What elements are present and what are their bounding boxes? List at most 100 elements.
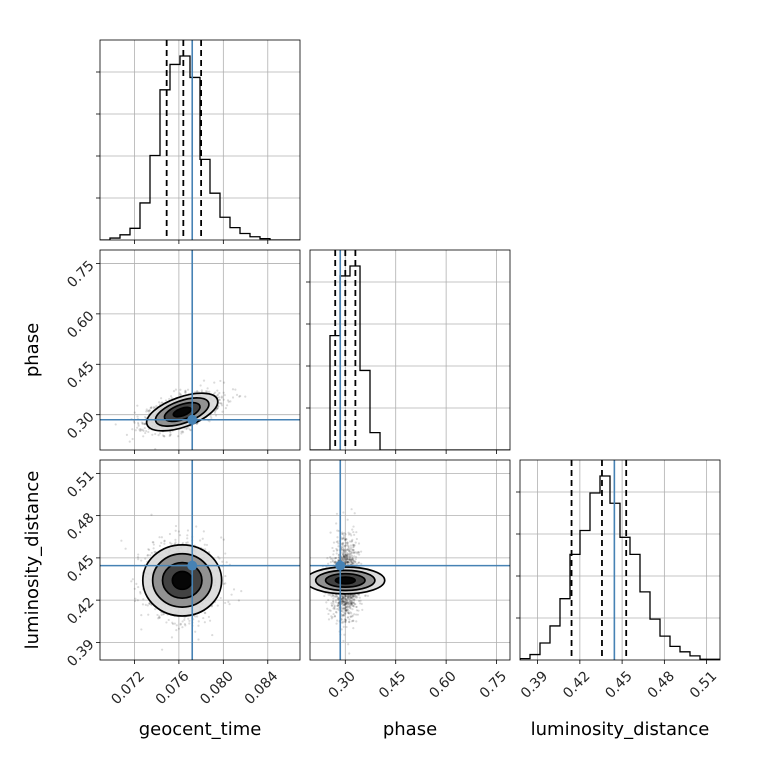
sample-point — [203, 543, 206, 546]
sample-point — [158, 432, 162, 435]
sample-point — [342, 559, 345, 562]
sample-point — [351, 594, 354, 597]
sample-point — [352, 619, 355, 622]
sample-point — [345, 625, 348, 629]
sample-point — [323, 594, 326, 598]
sample-point — [347, 602, 350, 605]
sample-point — [150, 513, 153, 516]
sample-point — [347, 547, 350, 550]
sample-point — [346, 560, 350, 563]
sample-point — [131, 578, 134, 581]
sample-point — [342, 606, 345, 610]
sample-point — [196, 615, 199, 618]
sample-point — [202, 616, 205, 620]
sample-point — [352, 543, 355, 547]
sample-point — [350, 599, 353, 602]
sample-point — [244, 395, 247, 398]
sample-point — [344, 604, 347, 607]
sample-point — [350, 620, 353, 623]
sample-point — [340, 621, 343, 624]
sample-point — [186, 541, 189, 544]
sample-point — [154, 608, 157, 611]
sample-point — [143, 423, 146, 426]
sample-point — [346, 560, 350, 564]
sample-point — [349, 558, 352, 561]
sample-point — [344, 607, 347, 610]
sample-point — [359, 602, 362, 605]
sample-point — [341, 600, 344, 603]
sample-point — [342, 596, 345, 599]
sample-point — [206, 387, 209, 390]
sample-point — [183, 616, 186, 619]
sample-point — [345, 555, 349, 559]
sample-point — [355, 609, 359, 612]
sample-point — [341, 597, 344, 601]
sample-point — [140, 559, 143, 562]
sample-point — [346, 601, 349, 604]
sample-point — [346, 548, 349, 551]
sample-point — [349, 596, 353, 599]
sample-point — [340, 597, 343, 600]
sample-point — [231, 396, 235, 399]
sample-point — [346, 542, 349, 545]
sample-point — [143, 422, 147, 425]
sample-point — [185, 427, 188, 431]
y-tick-label: 0.60 — [64, 308, 97, 341]
sample-point — [356, 551, 359, 554]
sample-point — [332, 549, 335, 553]
sample-point — [352, 562, 355, 565]
sample-point — [343, 603, 346, 606]
sample-point — [340, 594, 344, 597]
sample-point — [134, 597, 137, 600]
sample-point — [352, 551, 355, 554]
sample-point — [343, 603, 347, 606]
sample-point — [325, 601, 328, 604]
sample-point — [328, 609, 331, 612]
sample-point — [220, 402, 223, 405]
sample-point — [235, 393, 239, 396]
sample-point — [141, 603, 145, 606]
sample-point — [157, 401, 161, 404]
sample-point — [348, 552, 351, 555]
sample-point — [344, 559, 347, 562]
sample-point — [329, 557, 333, 560]
sample-point — [351, 615, 354, 618]
sample-point — [330, 615, 333, 618]
sample-point — [211, 633, 214, 637]
sample-point — [334, 601, 337, 604]
sample-point — [337, 597, 340, 600]
sample-point — [114, 423, 117, 426]
sample-point — [327, 618, 331, 621]
sample-point — [352, 525, 355, 528]
sample-point — [332, 600, 335, 604]
sample-point — [169, 433, 172, 437]
sample-point — [157, 434, 160, 437]
sample-point — [344, 554, 347, 557]
sample-point — [334, 599, 338, 602]
sample-point — [354, 541, 357, 544]
sample-point — [140, 429, 143, 432]
sample-point — [184, 390, 187, 393]
sample-point — [337, 604, 340, 608]
sample-point — [351, 599, 354, 602]
sample-point — [348, 596, 351, 599]
sample-point — [169, 431, 172, 434]
sample-point — [224, 552, 227, 555]
sample-point — [352, 602, 356, 605]
y-tick-label: 0.42 — [64, 594, 97, 627]
sample-point — [188, 622, 191, 625]
sample-point — [346, 544, 349, 547]
sample-point — [163, 542, 166, 545]
sample-point — [333, 561, 336, 564]
sample-point — [331, 559, 334, 562]
sample-point — [202, 530, 205, 533]
sample-point — [343, 604, 346, 607]
sample-point — [332, 612, 335, 616]
panel-frame — [99, 459, 301, 661]
sample-point — [348, 620, 351, 623]
sample-point — [342, 541, 345, 545]
sample-point — [161, 401, 164, 404]
sample-point — [337, 601, 340, 605]
sample-point — [342, 601, 346, 604]
x-tick-label: 0.080 — [197, 668, 237, 708]
